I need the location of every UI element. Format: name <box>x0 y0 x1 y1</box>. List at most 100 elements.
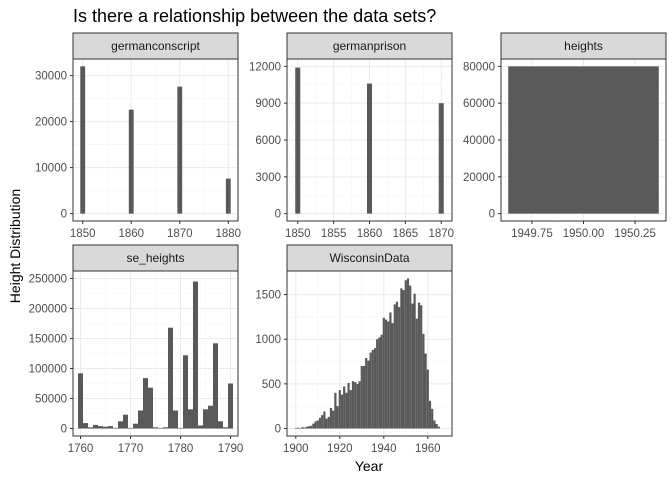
histogram-bar <box>148 388 153 429</box>
histogram-bar <box>411 304 413 429</box>
y-tick-label: 20000 <box>463 172 495 184</box>
histogram-bar <box>438 427 440 429</box>
y-tick-label: 0 <box>489 209 495 221</box>
histogram-bar <box>508 66 659 213</box>
histogram-bar <box>356 384 358 429</box>
histogram-bar <box>420 305 422 428</box>
histogram-bar <box>363 366 365 429</box>
histogram-bar <box>188 409 193 428</box>
histogram-bar <box>387 321 389 428</box>
x-tick-label: 1780 <box>168 443 194 455</box>
histogram-bar <box>315 421 317 428</box>
x-tick-label: 1770 <box>118 443 144 455</box>
histogram-bar <box>323 412 325 429</box>
histogram-bar <box>365 358 367 429</box>
histogram-bar <box>133 424 138 429</box>
histogram-bar <box>341 395 343 429</box>
histogram-bar <box>213 343 218 428</box>
y-tick-label: 80000 <box>463 61 495 73</box>
histogram-bar <box>301 427 303 428</box>
y-tick-label: 0 <box>61 424 67 436</box>
facet-panel: germanconscript 0 10000 20000 30000 1850 1860 1… <box>35 33 241 240</box>
x-tick-label: 1790 <box>218 443 244 455</box>
histogram-bar <box>422 334 424 429</box>
facet-strip-label: heights <box>564 39 603 53</box>
facet-strip-label: WisconsinData <box>329 251 409 265</box>
histogram-bar <box>348 383 350 429</box>
facet-panels: germanconscript01000020000300001850 1860 1… <box>29 33 666 455</box>
y-tick-label: 0 <box>275 209 281 221</box>
histogram-bar <box>138 411 143 429</box>
histogram-bar <box>208 406 213 429</box>
y-tick-label: 200000 <box>29 304 67 316</box>
histogram-bar <box>310 426 312 429</box>
histogram-bar <box>78 373 83 428</box>
y-tick-label: 1000 <box>255 334 281 346</box>
histogram-bar <box>295 68 300 214</box>
x-tick-label: 1950.25 <box>614 228 656 240</box>
histogram-bar <box>367 361 369 429</box>
histogram-bar <box>317 420 319 428</box>
y-tick-label: 10000 <box>35 163 67 175</box>
y-tick-label: 1500 <box>255 290 281 302</box>
x-tick-label: 1860 <box>118 228 144 240</box>
histogram-bar <box>337 406 339 428</box>
facet-strip-label: se_heights <box>126 251 184 265</box>
histogram-bar <box>198 426 203 429</box>
x-tick-label: 1920 <box>327 443 353 455</box>
histogram-bar <box>370 353 372 429</box>
histogram-bar <box>98 426 103 428</box>
histogram-bar <box>389 312 391 428</box>
histogram-bar <box>218 421 223 428</box>
y-tick-label: 3000 <box>255 172 281 184</box>
histogram-bar <box>88 427 93 428</box>
y-tick-label: 6000 <box>255 135 281 147</box>
facet-strip-label: germanprison <box>333 39 406 53</box>
histogram-bar <box>80 66 85 213</box>
histogram-bar <box>383 318 385 429</box>
histogram-bar <box>367 84 372 214</box>
x-tick-label: 1850 <box>285 228 311 240</box>
y-tick-label: 9000 <box>255 98 281 110</box>
x-tick-label: 1860 <box>357 228 383 240</box>
y-tick-label: 60000 <box>463 98 495 110</box>
histogram-bar <box>129 110 134 214</box>
y-tick-label: 250000 <box>29 274 67 286</box>
facet-panel: germanprison 0 3000 6000 9000 12000 1850 1855 18… <box>249 33 454 240</box>
histogram-bar <box>226 179 231 214</box>
x-tick-label: 1950.00 <box>563 228 605 240</box>
histogram-bar <box>394 304 396 428</box>
facet-strip-label: germanconscript <box>111 39 200 53</box>
histogram-bar <box>429 401 431 429</box>
histogram-bar <box>83 423 88 428</box>
histogram-bar <box>407 279 409 429</box>
histogram-bar <box>427 370 429 429</box>
facet-panel: se_heights 0 50000 100000 150000 200000 250000… <box>29 245 244 455</box>
histogram-bar <box>183 355 188 428</box>
histogram-bar <box>108 426 113 428</box>
histogram-bar <box>203 409 208 428</box>
histogram-bar <box>228 384 233 429</box>
x-tick-label: 1870 <box>428 228 454 240</box>
histogram-bar <box>118 421 123 428</box>
histogram-bar <box>414 294 416 429</box>
histogram-bar <box>436 424 438 428</box>
histogram-bar <box>354 382 356 428</box>
x-tick-label: 1850 <box>70 228 96 240</box>
histogram-bar <box>223 427 228 428</box>
histogram-bar <box>378 337 380 428</box>
histogram-bar <box>359 381 361 428</box>
histogram-bar <box>343 387 345 429</box>
facet-panel: heights 0 20000 40000 60000 80000 1949.75 1950.… <box>463 33 666 240</box>
histogram-bar <box>396 302 398 429</box>
histogram-bar <box>372 350 374 429</box>
histogram-bar <box>400 288 402 428</box>
y-axis-title: Height Distribution <box>7 189 23 303</box>
histogram-bar <box>330 408 332 429</box>
histogram-bar <box>405 280 407 428</box>
histogram-bar <box>168 328 173 429</box>
histogram-bar <box>306 427 308 429</box>
histogram-bar <box>113 428 118 429</box>
histogram-bar <box>308 426 310 428</box>
x-tick-label: 1855 <box>321 228 347 240</box>
